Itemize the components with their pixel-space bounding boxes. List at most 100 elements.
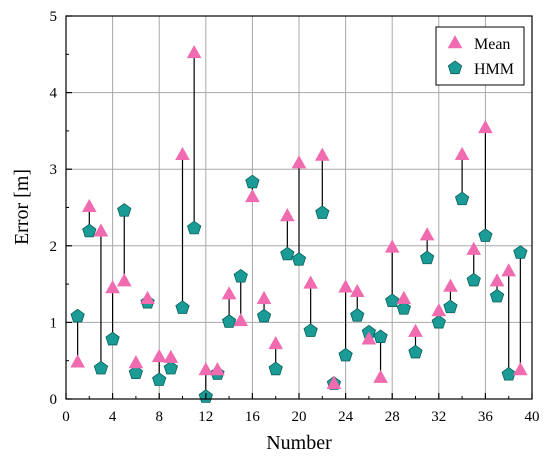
hmm-point: [350, 308, 365, 322]
hmm-point: [187, 220, 202, 235]
data-markers: [70, 44, 528, 403]
hmm-point: [256, 308, 272, 323]
y-tick-label: 3: [50, 162, 58, 178]
y-axis-label: Error [m]: [11, 169, 33, 245]
hmm-point: [315, 205, 330, 219]
mean-point: [105, 280, 120, 294]
hmm-point: [117, 203, 132, 217]
mean-point: [408, 323, 423, 337]
mean-point: [361, 331, 377, 345]
mean-point: [478, 120, 493, 134]
hmm-point: [454, 191, 470, 206]
mean-point: [70, 354, 85, 368]
x-axis-label: Number: [266, 432, 332, 454]
mean-point: [81, 198, 97, 213]
hmm-point: [443, 299, 458, 314]
mean-point: [396, 290, 412, 304]
mean-point: [384, 239, 400, 253]
hmm-point: [280, 246, 295, 261]
x-tick-label: 0: [62, 409, 70, 425]
hmm-point: [431, 314, 446, 329]
mean-point: [268, 336, 284, 350]
hmm-point: [501, 366, 516, 381]
mean-point: [245, 188, 260, 203]
y-tick-label: 4: [50, 86, 58, 102]
hmm-point: [163, 360, 178, 375]
x-tick-label: 8: [155, 409, 163, 425]
hmm-point: [478, 228, 493, 242]
x-tick-label: 24: [338, 409, 354, 425]
x-tick-label: 20: [292, 409, 307, 425]
hmm-point: [385, 293, 400, 308]
hmm-point: [233, 268, 248, 283]
mean-point: [326, 375, 342, 389]
hmm-point: [420, 250, 435, 265]
hmm-point: [221, 314, 237, 328]
hmm-point: [291, 252, 307, 266]
mean-point: [233, 313, 249, 327]
mean-point: [314, 147, 330, 161]
hmm-point: [82, 223, 97, 238]
mean-point: [116, 273, 132, 287]
hmm-point: [466, 272, 481, 287]
hmm-point: [175, 300, 190, 314]
hmm-point: [93, 360, 109, 375]
mean-point: [489, 273, 505, 287]
mean-point: [419, 227, 435, 241]
hmm-point: [338, 347, 353, 362]
mean-point: [140, 290, 155, 304]
mean-point: [163, 349, 179, 363]
mean-point: [128, 355, 144, 369]
mean-point: [513, 362, 528, 376]
mean-point: [210, 362, 225, 376]
legend-mean-label: Mean: [474, 36, 510, 53]
mean-point: [186, 44, 202, 59]
hmm-point: [408, 344, 423, 359]
hmm-point: [105, 331, 120, 346]
hmm-point: [489, 288, 505, 303]
x-tick-label: 36: [478, 409, 494, 425]
hmm-point: [128, 365, 144, 380]
y-tick-label: 1: [50, 315, 58, 331]
hmm-point: [513, 245, 528, 259]
x-tick-label: 32: [431, 409, 446, 425]
mean-point: [221, 286, 237, 300]
mean-point: [431, 303, 447, 317]
mean-point: [175, 146, 190, 160]
y-tick-label: 5: [50, 9, 58, 25]
y-tick-label: 2: [50, 239, 58, 255]
mean-point: [338, 279, 353, 293]
hmm-point: [373, 329, 388, 344]
mean-point: [198, 362, 214, 376]
hmm-point: [396, 301, 411, 315]
y-tick-label: 0: [50, 392, 58, 408]
mean-point: [291, 155, 307, 169]
mean-point: [280, 208, 295, 222]
mean-point: [303, 275, 318, 289]
legend-hmm-marker: [447, 60, 463, 75]
mean-point: [373, 369, 388, 383]
mean-point: [501, 263, 517, 277]
mean-point: [349, 283, 365, 298]
mean-point: [454, 146, 470, 160]
x-tick-label: 12: [198, 409, 213, 425]
mean-point: [443, 278, 458, 292]
x-tick-label: 40: [525, 409, 540, 425]
hmm-point: [70, 308, 85, 323]
legend-box: [435, 26, 525, 86]
hmm-point: [152, 372, 167, 386]
legend-hmm-label: HMM: [474, 61, 514, 78]
x-tick-label: 16: [245, 409, 261, 425]
mean-point: [151, 349, 167, 363]
mean-point: [256, 290, 272, 304]
hmm-point: [245, 174, 260, 189]
x-tick-label: 28: [385, 409, 400, 425]
hmm-point: [303, 323, 318, 337]
legend: Mean HMM: [435, 26, 525, 86]
mean-point: [466, 241, 482, 255]
x-tick-label: 4: [109, 409, 117, 425]
hmm-point: [268, 361, 283, 376]
